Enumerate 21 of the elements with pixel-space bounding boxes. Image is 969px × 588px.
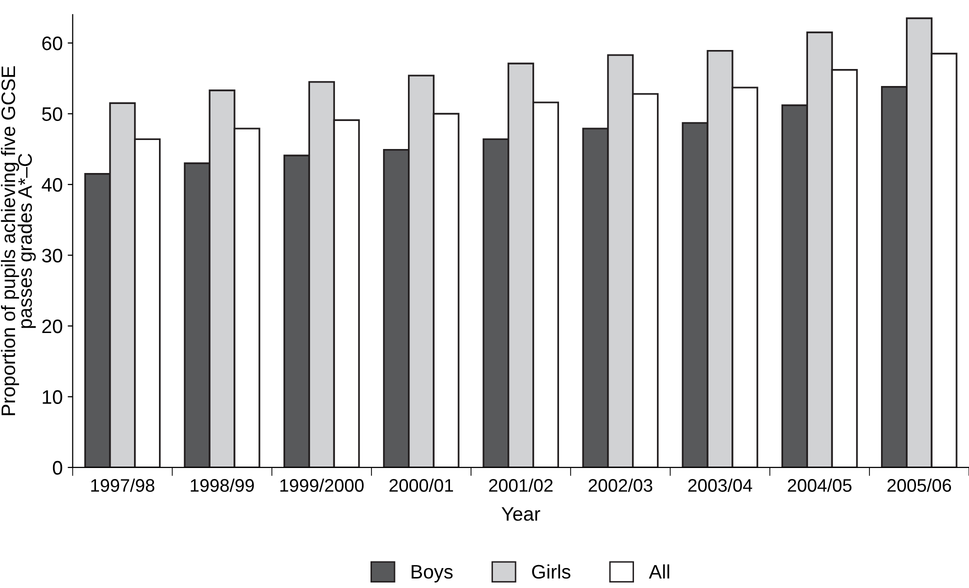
y-tick-label: 10 xyxy=(42,390,62,404)
y-tick-label: 50 xyxy=(42,107,62,121)
x-tick-label: 2005/06 xyxy=(887,478,952,492)
x-tick-label: 2001/02 xyxy=(489,478,553,492)
x-tick-label: 2003/04 xyxy=(688,478,752,492)
x-tick-label: 1999/2000 xyxy=(280,478,364,492)
legend-label: Boys xyxy=(412,565,453,582)
y-axis-title: Proportion of pupils achieving five GCSE passes grades A*–C xyxy=(0,66,36,416)
x-tick-label: 2000/01 xyxy=(390,478,453,492)
y-tick-label: 0 xyxy=(52,460,62,475)
legend-label: All xyxy=(648,564,670,578)
y-tick-label: 40 xyxy=(42,178,62,192)
y-tick-label: 30 xyxy=(42,248,62,262)
y-tick-label: 60 xyxy=(42,36,62,50)
x-tick-label: 1998/99 xyxy=(190,478,254,492)
legend-label: Girls xyxy=(532,564,570,579)
x-tick-label: 2004/05 xyxy=(788,478,852,492)
x-tick-label: 2002/03 xyxy=(588,478,652,492)
x-tick-label: 1997/98 xyxy=(91,478,154,492)
y-tick-label: 20 xyxy=(42,319,62,334)
x-axis-title: Year xyxy=(502,507,540,521)
